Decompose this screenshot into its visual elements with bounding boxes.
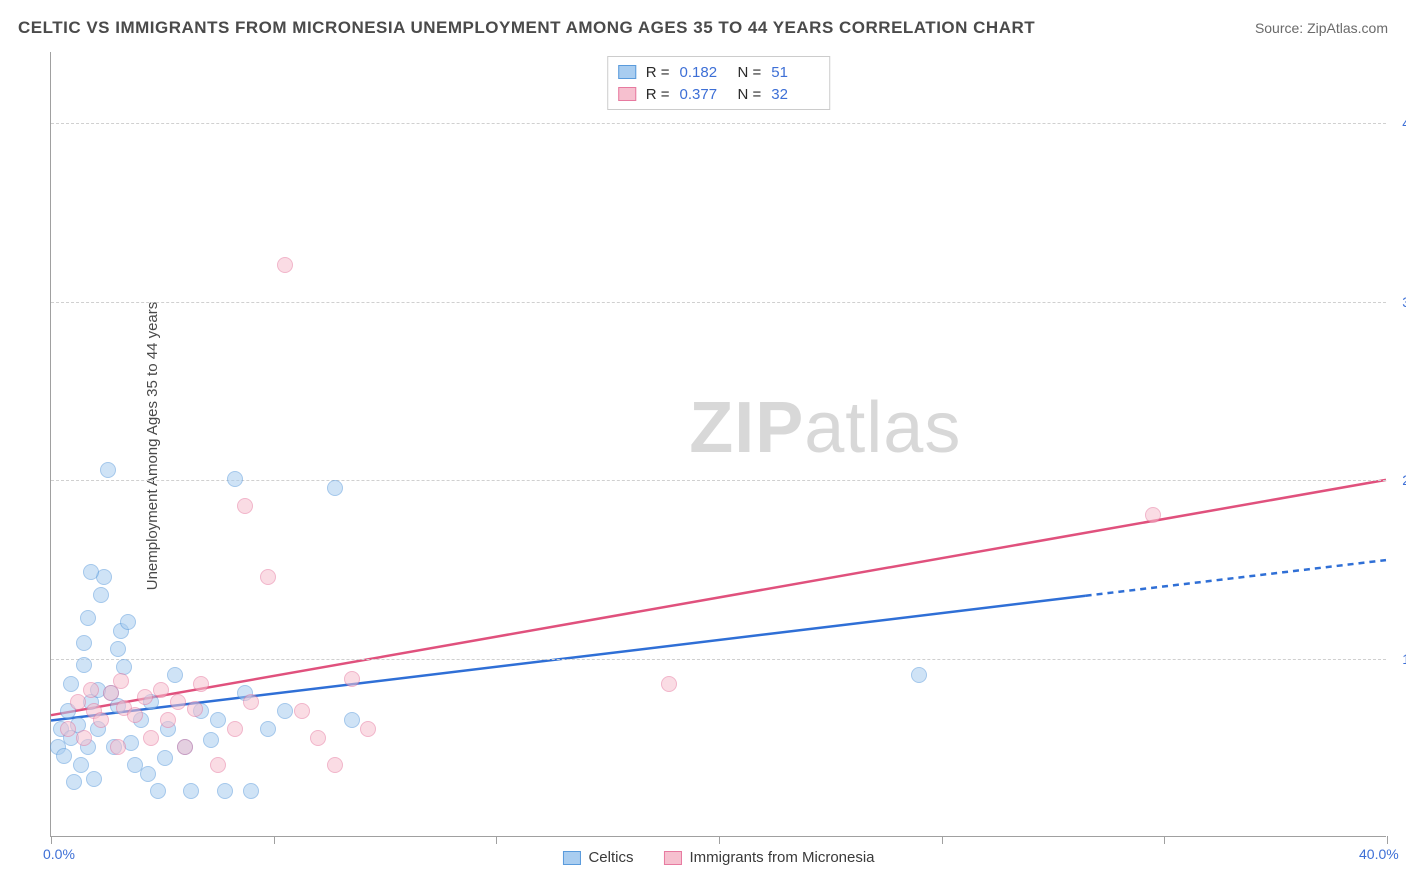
data-point	[70, 694, 86, 710]
data-point	[327, 757, 343, 773]
data-point	[260, 569, 276, 585]
data-point	[360, 721, 376, 737]
legend-stats: R =0.182N =51R =0.377N =32	[607, 56, 831, 110]
data-point	[110, 739, 126, 755]
legend-stat-row: R =0.377N =32	[618, 83, 820, 105]
legend-item: Celtics	[562, 849, 633, 866]
data-point	[277, 257, 293, 273]
legend-label: Celtics	[588, 849, 633, 866]
trend-line	[51, 480, 1386, 715]
data-point	[150, 783, 166, 799]
data-point	[93, 712, 109, 728]
x-tick	[942, 836, 943, 844]
legend-swatch	[562, 851, 580, 865]
gridline	[51, 480, 1386, 481]
data-point	[93, 587, 109, 603]
x-tick	[719, 836, 720, 844]
x-tick	[496, 836, 497, 844]
x-tick-label: 0.0%	[43, 846, 75, 862]
data-point	[210, 712, 226, 728]
data-point	[160, 712, 176, 728]
data-point	[183, 783, 199, 799]
y-tick-label: 40.0%	[1402, 115, 1406, 131]
legend-stat-row: R =0.182N =51	[618, 61, 820, 83]
data-point	[127, 707, 143, 723]
data-point	[140, 766, 156, 782]
data-point	[344, 671, 360, 687]
data-point	[86, 771, 102, 787]
data-point	[243, 694, 259, 710]
data-point	[227, 471, 243, 487]
data-point	[1145, 507, 1161, 523]
data-point	[153, 682, 169, 698]
data-point	[210, 757, 226, 773]
data-point	[243, 783, 259, 799]
data-point	[110, 641, 126, 657]
gridline	[51, 123, 1386, 124]
data-point	[100, 462, 116, 478]
trend-lines	[51, 52, 1386, 836]
x-tick	[1387, 836, 1388, 844]
data-point	[260, 721, 276, 737]
y-tick-label: 20.0%	[1402, 472, 1406, 488]
data-point	[157, 750, 173, 766]
data-point	[80, 610, 96, 626]
plot-area: ZIPatlas R =0.182N =51R =0.377N =32 10.0…	[50, 52, 1386, 837]
legend-series: Celtics Immigrants from Micronesia	[562, 849, 874, 866]
data-point	[113, 673, 129, 689]
legend-swatch	[618, 65, 636, 79]
data-point	[911, 667, 927, 683]
data-point	[203, 732, 219, 748]
data-point	[237, 498, 253, 514]
data-point	[277, 703, 293, 719]
data-point	[294, 703, 310, 719]
data-point	[217, 783, 233, 799]
gridline	[51, 659, 1386, 660]
x-tick	[274, 836, 275, 844]
data-point	[83, 564, 99, 580]
legend-label: Immigrants from Micronesia	[689, 849, 874, 866]
y-tick-label: 30.0%	[1402, 294, 1406, 310]
data-point	[193, 676, 209, 692]
data-point	[344, 712, 360, 728]
data-point	[327, 480, 343, 496]
data-point	[177, 739, 193, 755]
x-tick	[1164, 836, 1165, 844]
source-label: Source: ZipAtlas.com	[1255, 20, 1388, 36]
data-point	[310, 730, 326, 746]
legend-swatch	[663, 851, 681, 865]
x-tick	[51, 836, 52, 844]
data-point	[120, 614, 136, 630]
data-point	[137, 689, 153, 705]
data-point	[83, 682, 99, 698]
data-point	[76, 730, 92, 746]
data-point	[143, 730, 159, 746]
legend-item: Immigrants from Micronesia	[663, 849, 874, 866]
legend-swatch	[618, 87, 636, 101]
data-point	[167, 667, 183, 683]
gridline	[51, 302, 1386, 303]
data-point	[73, 757, 89, 773]
trend-line-dashed	[1086, 560, 1386, 596]
data-point	[170, 694, 186, 710]
data-point	[60, 721, 76, 737]
data-point	[76, 635, 92, 651]
data-point	[123, 735, 139, 751]
data-point	[56, 748, 72, 764]
data-point	[66, 774, 82, 790]
data-point	[661, 676, 677, 692]
data-point	[76, 657, 92, 673]
data-point	[187, 701, 203, 717]
data-point	[63, 676, 79, 692]
y-tick-label: 10.0%	[1402, 651, 1406, 667]
data-point	[227, 721, 243, 737]
x-tick-label: 40.0%	[1359, 846, 1399, 862]
chart-title: CELTIC VS IMMIGRANTS FROM MICRONESIA UNE…	[18, 18, 1035, 38]
